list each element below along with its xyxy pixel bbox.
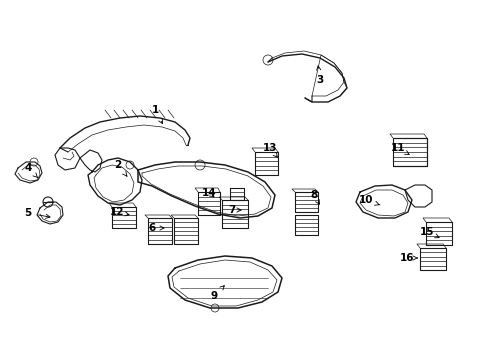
Text: 14: 14 — [201, 188, 216, 198]
Text: 3: 3 — [316, 66, 323, 85]
Text: 1: 1 — [151, 105, 162, 123]
Text: 6: 6 — [148, 223, 164, 233]
Text: 12: 12 — [109, 207, 129, 217]
Text: 5: 5 — [24, 208, 50, 219]
Text: 11: 11 — [390, 143, 408, 154]
Text: 16: 16 — [399, 253, 416, 263]
Text: 4: 4 — [24, 163, 38, 177]
Text: 2: 2 — [114, 160, 127, 176]
Text: 8: 8 — [310, 190, 319, 204]
Text: 9: 9 — [210, 285, 224, 301]
Text: 13: 13 — [262, 143, 277, 157]
Text: 7: 7 — [228, 205, 241, 215]
Text: 15: 15 — [419, 227, 438, 238]
Text: 10: 10 — [358, 195, 379, 205]
